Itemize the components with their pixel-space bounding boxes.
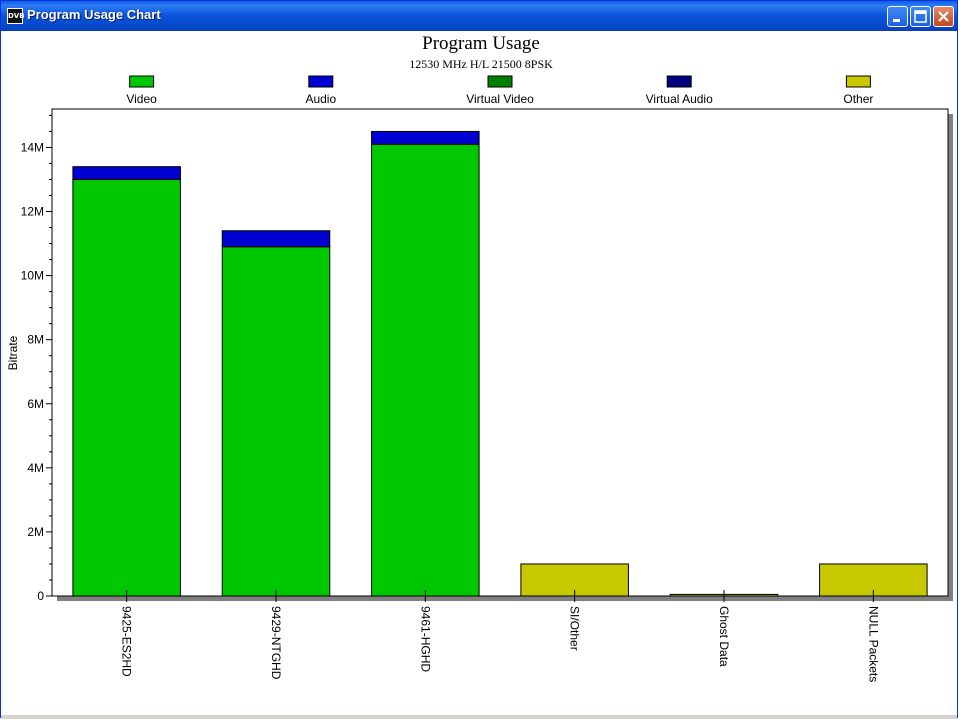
bar-segment: [221, 230, 331, 248]
x-category-label: NULL Packets: [866, 606, 880, 682]
dvb-logo-icon: DVB: [7, 8, 25, 24]
close-icon: [938, 11, 949, 22]
x-category-label: Ghost Data: [717, 606, 731, 667]
legend-swatch: [666, 75, 692, 88]
bar-segment: [72, 166, 181, 180]
y-tick-label: 6M: [27, 397, 44, 411]
y-tick-label: 12M: [21, 205, 44, 219]
maximize-button[interactable]: [910, 6, 931, 27]
legend-swatch: [845, 75, 871, 88]
close-button[interactable]: [933, 6, 954, 27]
legend-swatch: [308, 75, 334, 88]
legend: Video Audio Virtual Video Virtual Audio Othe…: [126, 75, 873, 106]
minimize-button[interactable]: [887, 6, 908, 27]
title-bar[interactable]: DVB Program Usage Chart: [1, 1, 957, 31]
x-category-label: 9425-ES2HD: [120, 606, 134, 677]
x-category-label: 9461-HGHD: [418, 606, 432, 672]
bar-segment: [221, 246, 331, 597]
bar-segment: [371, 143, 480, 597]
plot-area: 0 2M 4M 6M 8M 10M 12M 14M 9425-ES2HD 9429-NTGHD 94…: [21, 108, 953, 682]
y-tick-label: 4M: [27, 461, 44, 475]
y-tick-label: 0: [37, 589, 44, 603]
minimize-icon: [893, 19, 900, 22]
plot-frame: [51, 108, 949, 597]
status-bar: [1, 715, 957, 719]
chart-subtitle: 12530 MHz H/L 21500 8PSK: [409, 57, 553, 71]
program-usage-chart: Program Usage 12530 MHz H/L 21500 8PSK B…: [6, 33, 953, 682]
bar-segment: [72, 178, 181, 597]
y-tick-label: 10M: [21, 269, 44, 283]
y-tick-label: 8M: [27, 333, 44, 347]
x-category-label: 9429-NTGHD: [269, 606, 283, 680]
legend-swatch: [129, 75, 155, 88]
legend-label: Virtual Video: [466, 92, 534, 106]
chart-area: Program Usage 12530 MHz H/L 21500 8PSK B…: [5, 31, 955, 717]
bar-segment: [371, 130, 480, 145]
y-axis-label: Bitrate: [6, 335, 20, 370]
maximize-icon: [914, 10, 927, 23]
window-title: Program Usage Chart: [27, 7, 161, 22]
legend-label: Virtual Audio: [646, 92, 713, 106]
y-tick-label: 14M: [21, 140, 44, 154]
legend-label: Audio: [305, 92, 336, 106]
chart-title: Program Usage: [422, 33, 540, 54]
legend-swatch: [487, 75, 513, 88]
x-category-label: SI/Other: [568, 606, 582, 651]
y-tick-label: 2M: [27, 525, 44, 539]
legend-label: Video: [126, 92, 157, 106]
legend-label: Other: [843, 92, 873, 106]
